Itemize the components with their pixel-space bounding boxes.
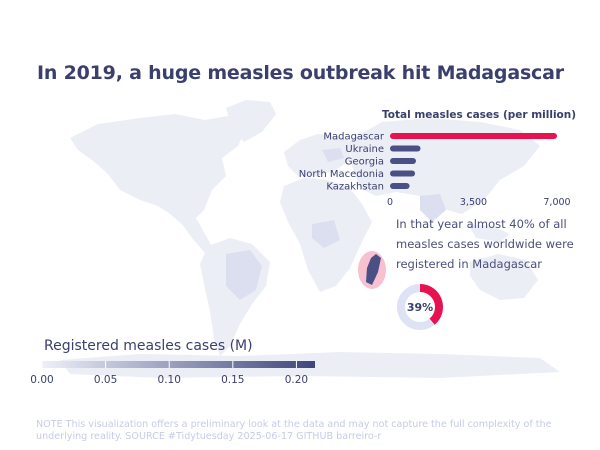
legend-title: Registered measles cases (M): [44, 338, 253, 354]
bar: [390, 183, 410, 189]
annotation-text: In that year almost 40% of all measles c…: [396, 217, 574, 271]
map-region-central-africa: [312, 220, 340, 248]
note-text: This visualization offers a preliminary …: [36, 419, 552, 442]
map-region-ukraine: [322, 148, 344, 162]
map-higher-count-regions: [226, 148, 446, 300]
legend-gradient-bar: [42, 361, 315, 368]
legend-tick-label: 0.05: [94, 374, 117, 386]
source-text: #Tidytuesday 2025-06-17: [167, 431, 294, 442]
map-region-asia: [350, 118, 540, 214]
legend-tick-label: 0.15: [221, 374, 244, 386]
bar-label: Ukraine: [345, 144, 384, 155]
source-label: SOURCE: [125, 431, 165, 442]
legend-tick-label: 0.20: [285, 374, 308, 386]
map-region-southeast-asia: [468, 224, 510, 242]
footer-note: NOTE This visualization offers a prelimin…: [36, 419, 596, 443]
map-region-australia: [470, 254, 538, 300]
map-region-greenland: [226, 100, 276, 142]
bar-label: Georgia: [345, 157, 384, 168]
x-tick-label: 0: [387, 197, 393, 208]
legend-tick-label: 0.00: [30, 374, 53, 386]
bar: [390, 145, 421, 152]
map-region-south-asia: [420, 194, 446, 222]
map-region-north-america: [70, 114, 246, 224]
bar-label: North Macedonia: [299, 169, 384, 180]
github-label: GITHUB: [296, 431, 334, 442]
donut-center-label: 39%: [407, 301, 433, 314]
bar: [390, 158, 417, 164]
madagascar-shape: [366, 254, 381, 285]
madagascar-highlight: [358, 251, 386, 289]
github-text: barreiro-r: [336, 431, 382, 442]
x-tick-label: 3,500: [460, 197, 487, 208]
note-label: NOTE: [36, 419, 63, 430]
bar: [390, 133, 557, 139]
bar-label: Madagascar: [323, 132, 385, 143]
bar-chart-title: Total measles cases (per million): [382, 109, 577, 121]
legend-tick-label: 0.10: [158, 374, 181, 386]
map-region-europe: [284, 134, 352, 176]
chart-title: In 2019, a huge measles outbreak hit Mad…: [37, 62, 564, 84]
bar-label: Kazakhstan: [326, 182, 384, 193]
x-tick-label: 7,000: [543, 197, 570, 208]
map-region-central-america: [182, 218, 214, 254]
map-region-brazil: [226, 250, 262, 300]
bar: [390, 170, 416, 177]
donut-slice: [419, 284, 443, 325]
